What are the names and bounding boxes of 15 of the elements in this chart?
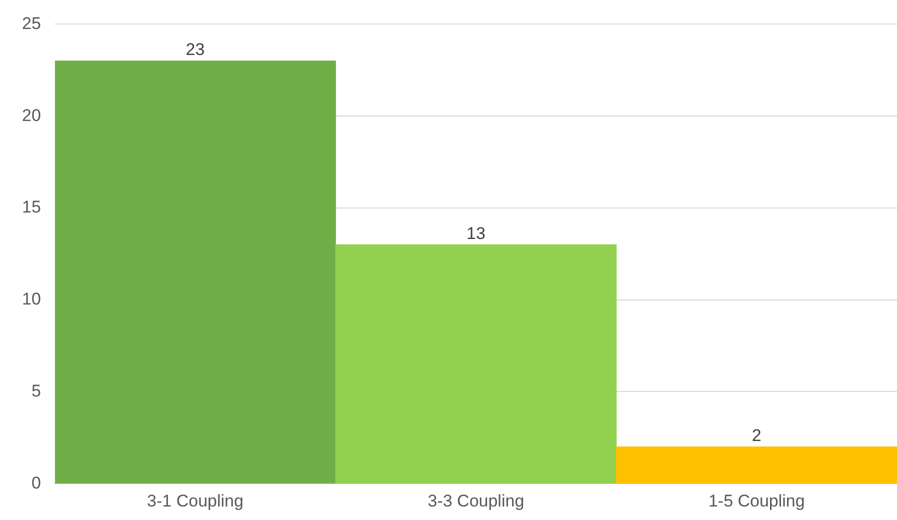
- bar: [54, 60, 336, 484]
- x-tick-label: 1-5 Coupling: [708, 491, 805, 510]
- bar: [616, 446, 897, 484]
- data-label: 2: [752, 426, 762, 446]
- x-tick-label: 3-1 Coupling: [147, 491, 244, 510]
- y-tick-label: 20: [22, 106, 41, 125]
- y-tick-label: 15: [22, 198, 41, 217]
- bar: [335, 244, 617, 484]
- y-tick-label: 10: [22, 290, 41, 309]
- x-tick-label: 3-3 Coupling: [428, 491, 524, 510]
- data-label: 23: [186, 40, 205, 60]
- y-tick-label: 0: [31, 473, 41, 492]
- y-tick-label: 5: [31, 381, 41, 400]
- y-tick-label: 25: [22, 14, 41, 33]
- data-label: 13: [466, 224, 486, 243]
